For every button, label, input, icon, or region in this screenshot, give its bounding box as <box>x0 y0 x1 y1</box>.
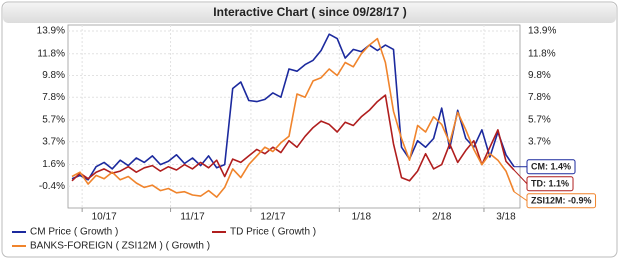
end-label: ZSI12M: -0.9% <box>531 196 592 206</box>
y-tick-label: 3.7% <box>42 136 65 147</box>
y-tick-label: -0.4% <box>39 181 65 192</box>
y2-tick-label: 9.8% <box>528 70 551 81</box>
series-line <box>71 94 515 182</box>
end-connector <box>513 191 528 202</box>
y2-tick-label: 3.7% <box>528 136 551 147</box>
x-tick-label: 3/18 <box>496 212 516 223</box>
x-tick-label: 1/18 <box>352 212 372 223</box>
header <box>3 3 616 23</box>
y-tick-label: 5.7% <box>42 115 65 126</box>
end-label: TD: 1.1% <box>531 179 569 189</box>
y2-tick-label: 13.9% <box>528 26 556 37</box>
series-line <box>71 33 515 181</box>
x-tick-label: 12/17 <box>260 212 285 223</box>
y-tick-label: 1.6% <box>42 159 65 170</box>
end-label-box <box>526 159 576 175</box>
end-label-box <box>526 193 597 209</box>
y2-tick-label: 5.7% <box>528 115 551 126</box>
legend-label: TD Price ( Growth ) <box>230 227 316 238</box>
end-label-box <box>526 176 574 192</box>
legend-label: CM Price ( Growth ) <box>30 227 118 238</box>
end-label: CM: 1.4% <box>531 162 571 172</box>
y2-tick-label: 7.8% <box>528 92 551 103</box>
y-tick-label: 11.8% <box>37 48 65 59</box>
y2-tick-label: 11.8% <box>528 48 556 59</box>
y-tick-label: 9.8% <box>42 70 65 81</box>
x-tick-label: 2/18 <box>432 212 452 223</box>
x-tick-label: 11/17 <box>180 212 205 223</box>
y-tick-label: 7.8% <box>42 92 65 103</box>
plot-area <box>67 24 521 209</box>
series-line <box>71 37 515 198</box>
end-connector <box>513 169 528 185</box>
x-tick-label: 10/17 <box>92 212 117 223</box>
chart-title: Interactive Chart ( since 09/28/17 ) <box>213 5 406 19</box>
legend-label: BANKS-FOREIGN ( ZSI12M ) ( Growth ) <box>30 241 210 252</box>
y-tick-label: 13.9% <box>37 26 65 37</box>
